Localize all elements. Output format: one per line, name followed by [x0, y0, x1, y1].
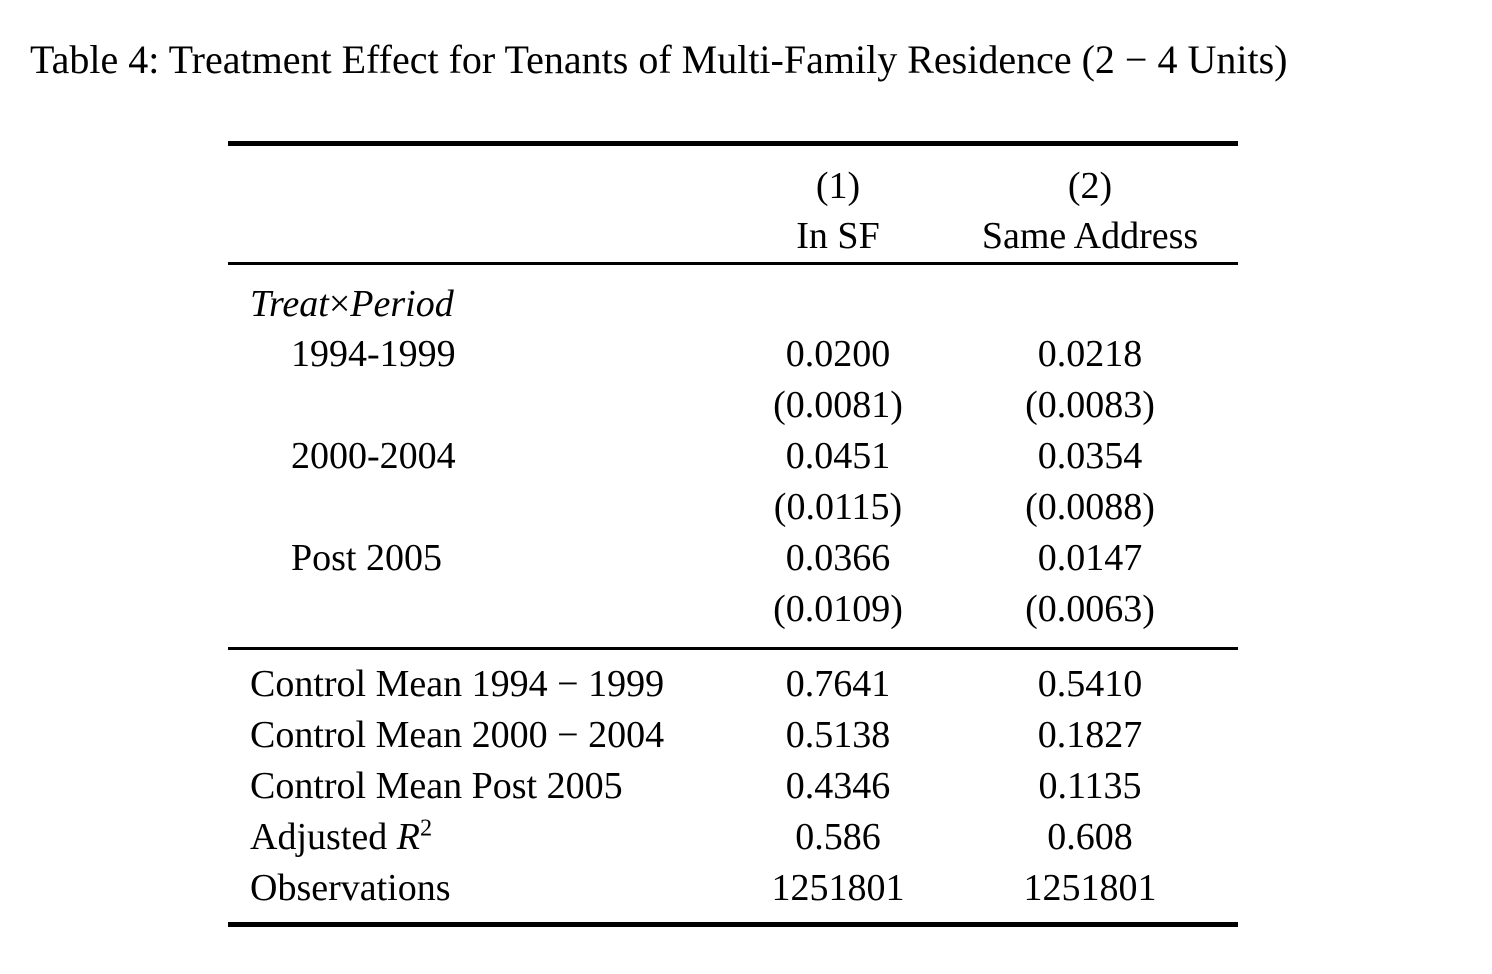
panel-label-treat-period: Treat×Period: [228, 264, 1238, 330]
stat-cell: 0.4346: [785, 765, 891, 807]
stat-cell: 1251801: [1023, 867, 1157, 909]
coef-cell: 0.0218: [1037, 333, 1143, 375]
empty-cell: [228, 380, 718, 431]
row-label: Control Mean 1994 − 1999: [228, 647, 718, 710]
stat-row-observations: Observations 1251801 1251801: [228, 863, 1238, 925]
stat-cell: 1251801: [771, 867, 905, 909]
se-cell: (0.0088): [1025, 486, 1155, 528]
se-row-1994-1999: (0.0081) (0.0083): [228, 380, 1238, 431]
stat-cell: 0.1827: [1037, 714, 1143, 756]
stat-row-adjusted-r2: Adjusted R2 0.586 0.608: [228, 812, 1238, 863]
coef-row-2000-2004: 2000-2004 0.0451 0.0354: [228, 431, 1238, 482]
se-row-2000-2004: (0.0115) (0.0088): [228, 482, 1238, 533]
r2-exponent: 2: [419, 814, 433, 842]
coef-cell: 0.0451: [785, 435, 891, 477]
stat-row-control-mean-2000-2004: Control Mean 2000 − 2004 0.5138 0.1827: [228, 710, 1238, 761]
row-label: 1994-1999: [291, 333, 456, 375]
stat-cell: 0.608: [1047, 816, 1133, 858]
column-label-same-address: Same Address: [958, 210, 1238, 265]
se-cell: (0.0063): [1025, 588, 1155, 630]
empty-header-cell: [228, 210, 718, 265]
se-cell: (0.0083): [1025, 384, 1155, 426]
row-label: 2000-2004: [291, 435, 456, 477]
coef-row-1994-1999: 1994-1999 0.0200 0.0218: [228, 329, 1238, 380]
panel-word-treat: Treat: [250, 283, 329, 325]
coef-cell: 0.0147: [1037, 537, 1143, 579]
row-label: Control Mean 2000 − 2004: [250, 714, 665, 756]
column-label-in-sf: In SF: [718, 210, 958, 265]
coef-cell: 0.0354: [1037, 435, 1143, 477]
panel-word-period: Period: [350, 283, 454, 325]
panel-label-row: Treat×Period: [228, 264, 1238, 330]
table-caption: Table 4: Treatment Effect for Tenants of…: [30, 37, 1288, 82]
row-label: Post 2005: [291, 537, 442, 579]
stat-row-control-mean-post-2005: Control Mean Post 2005 0.4346 0.1135: [228, 761, 1238, 812]
coef-cell: 0.0366: [785, 537, 891, 579]
se-cell: (0.0081): [773, 384, 903, 426]
times-symbol: ×: [328, 283, 351, 325]
empty-cell: [228, 482, 718, 533]
column-label-row: In SF Same Address: [228, 210, 1238, 265]
stat-cell: 0.5410: [958, 647, 1238, 710]
stat-cell: 0.5138: [785, 714, 891, 756]
se-row-post-2005: (0.0109) (0.0063): [228, 584, 1238, 649]
empty-header-cell: [228, 144, 718, 211]
adjusted-r2-prefix: Adjusted: [250, 816, 397, 858]
empty-cell: [228, 584, 718, 649]
se-cell: (0.0115): [773, 486, 903, 528]
stat-cell: 0.1135: [1038, 765, 1142, 807]
coefficients-section: Treat×Period 1994-1999 0.0200 0.0218 (0.…: [228, 264, 1238, 649]
se-cell: (0.0109): [773, 588, 903, 630]
column-number-2: (2): [1067, 165, 1113, 207]
column-number-1: (1): [815, 165, 861, 207]
row-label: Control Mean Post 2005: [250, 765, 623, 807]
column-number-row: (1) (2): [228, 144, 1238, 211]
r-symbol: R: [396, 816, 420, 858]
stat-row-control-mean-1994-1999: Control Mean 1994 − 1999 0.7641 0.5410: [228, 647, 1238, 710]
stat-cell: 0.7641: [718, 647, 958, 710]
regression-table: (1) (2) In SF Same Address Treat×Period …: [228, 141, 1238, 927]
coef-cell: 0.0200: [785, 333, 891, 375]
coef-row-post-2005: Post 2005 0.0366 0.0147: [228, 533, 1238, 584]
stat-cell: 0.586: [795, 816, 881, 858]
statistics-section: Control Mean 1994 − 1999 0.7641 0.5410 C…: [228, 647, 1238, 925]
row-label: Observations: [250, 867, 451, 909]
table-header: (1) (2) In SF Same Address: [228, 144, 1238, 265]
row-label: Adjusted R2: [228, 812, 718, 863]
